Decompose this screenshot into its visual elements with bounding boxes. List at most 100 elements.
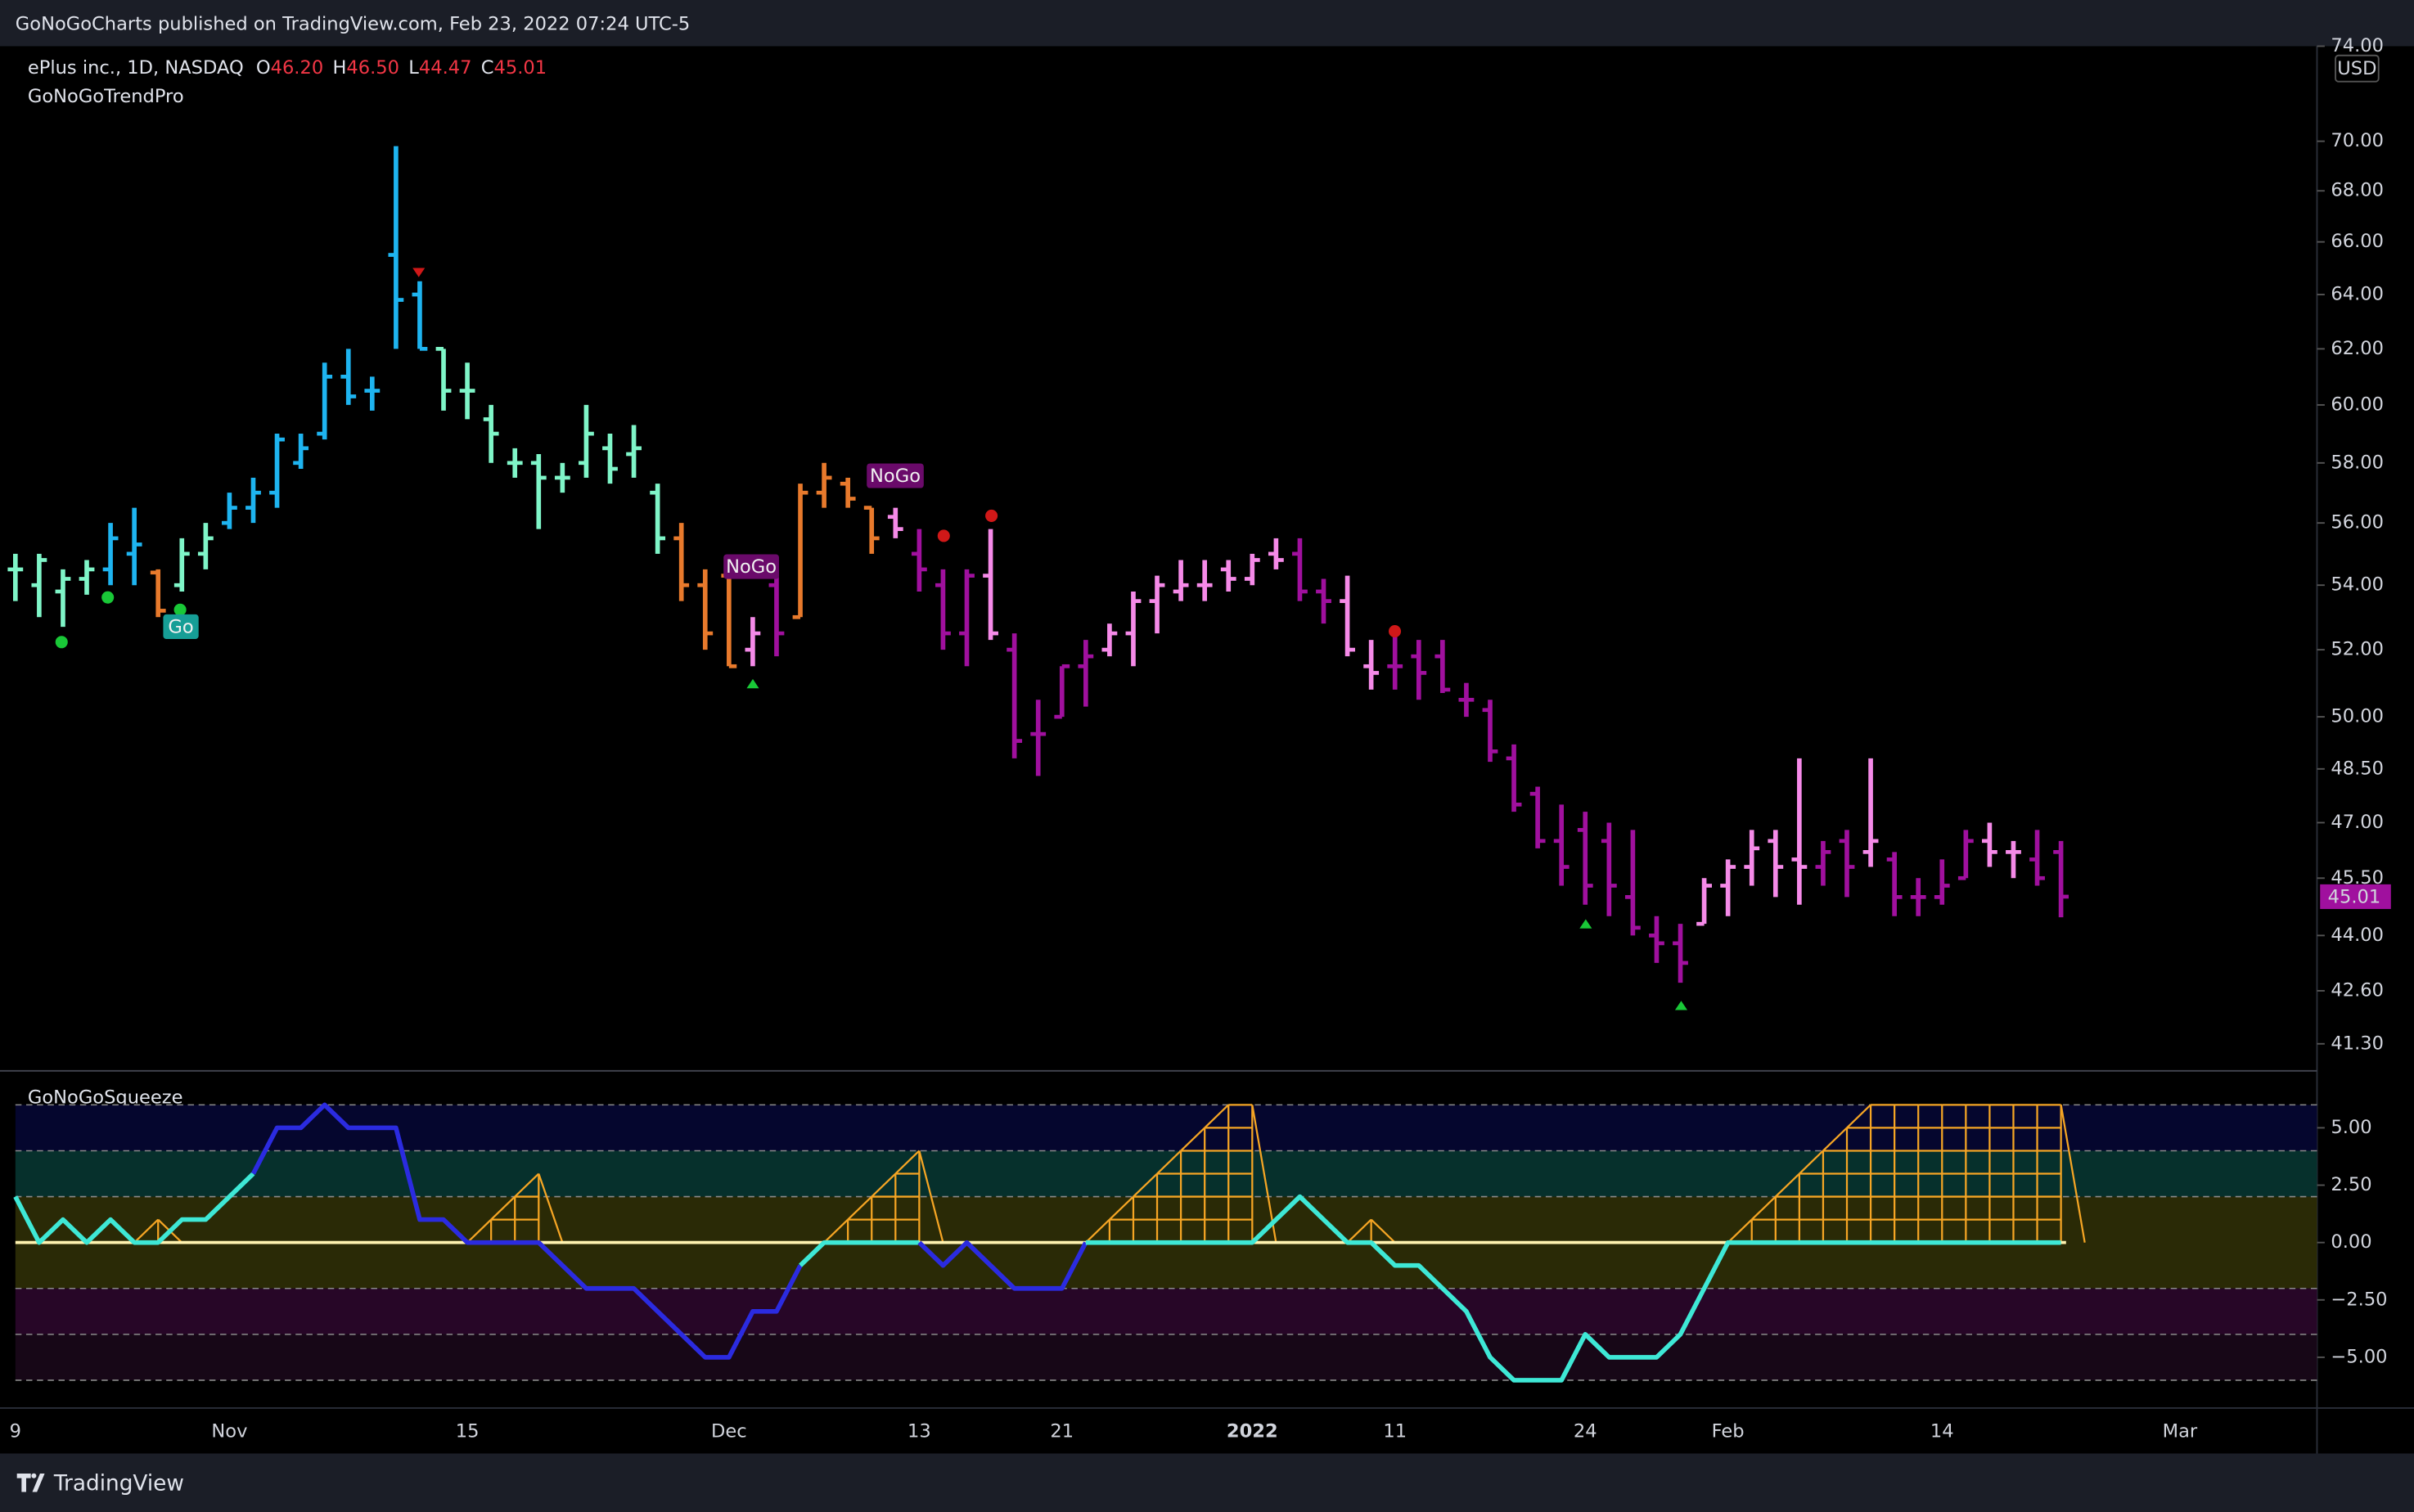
- annotation: NoGo: [726, 556, 777, 578]
- x-tick-label: 2022: [1227, 1421, 1278, 1442]
- squeeze-line: [799, 1240, 920, 1267]
- x-tick-label: 21: [1050, 1421, 1074, 1442]
- x-tick-label: 9: [10, 1421, 21, 1442]
- footer: [0, 1453, 2414, 1512]
- go-dot: [101, 591, 115, 604]
- squeeze-rise: [1750, 1195, 1777, 1221]
- go-dot: [173, 603, 187, 616]
- symbol-line: ePlus inc., 1D, NASDAQ O46.20 H46.50 L44.47…: [28, 56, 547, 78]
- squeeze-rise: [871, 1172, 897, 1198]
- squeeze-rise: [1109, 1195, 1134, 1221]
- logo-dot: [31, 1473, 37, 1478]
- ohlc-key: L: [408, 56, 419, 78]
- squeeze-rise: [133, 1218, 160, 1244]
- go-arrow: [746, 678, 759, 689]
- squeeze-rise: [1346, 1218, 1372, 1244]
- price-tag: [2320, 884, 2391, 909]
- logo-mark: [16, 1473, 45, 1492]
- zone-band: [15, 1334, 2317, 1380]
- y-tick-label: −2.50: [2331, 1289, 2387, 1310]
- squeeze-rise: [1846, 1104, 1871, 1129]
- squeeze-rise: [514, 1172, 540, 1198]
- y-tick-label: 68.00: [2331, 180, 2384, 201]
- top-bar: [0, 0, 2414, 47]
- y-tick-label: 62.00: [2331, 338, 2384, 359]
- oscillator-pane: 5.00 2.50 0.00 −2.50 −5.00: [13, 1102, 2388, 1383]
- y-tick-label: 5.00: [2331, 1117, 2371, 1138]
- y-tick-label: 58.00: [2331, 452, 2384, 473]
- ohlc-key: O: [256, 56, 271, 78]
- currency: USD: [2337, 58, 2376, 79]
- x-tick-label: Mar: [2163, 1421, 2198, 1442]
- annotation-box: [163, 614, 199, 639]
- squeeze-rise: [1822, 1127, 1848, 1152]
- squeeze-rise: [1085, 1218, 1110, 1244]
- ohlc-value: 46.20: [271, 56, 324, 78]
- indicator-name: GoNoGoTrendPro: [28, 86, 184, 107]
- x-tick-label: 13: [908, 1421, 931, 1442]
- ohlc-key: C: [481, 56, 494, 78]
- squeeze-rise: [490, 1195, 516, 1221]
- nogo-dot: [1389, 625, 1402, 638]
- zone-band: [15, 1288, 2317, 1334]
- y-tick-label: 52.00: [2331, 639, 2384, 660]
- x-tick-label: 15: [456, 1421, 480, 1442]
- x-tick-label: 11: [1383, 1421, 1407, 1442]
- squeeze-fall: [918, 1150, 944, 1243]
- squeeze-rise: [1775, 1172, 1800, 1198]
- x-tick-label: Nov: [211, 1421, 247, 1442]
- squeeze-line: [250, 1102, 803, 1360]
- annotations: Go NoGo NoGo: [163, 463, 924, 639]
- y-tick-label: 66.00: [2331, 231, 2384, 252]
- squeeze-rise: [1133, 1172, 1158, 1198]
- ohlc-value: 45.01: [494, 56, 547, 78]
- squeeze-rise: [847, 1195, 873, 1221]
- signals: [55, 268, 1687, 1010]
- ohlc-value: 46.50: [346, 56, 399, 78]
- brand: TradingView: [53, 1472, 184, 1496]
- currency-box: [2335, 54, 2380, 83]
- ohlc-header: O46.20 H46.50 L44.47 C45.01: [256, 56, 547, 78]
- squeeze-line: [13, 1172, 255, 1245]
- squeeze-rise: [1799, 1150, 1824, 1175]
- go-arrow: [1674, 1001, 1687, 1010]
- y-tick-label: 50.00: [2331, 706, 2384, 727]
- squeeze-fall: [1251, 1105, 1277, 1243]
- y-tick-label: 47.00: [2331, 812, 2384, 833]
- annotation-box: [723, 554, 779, 579]
- published-note: GoNoGoCharts published on TradingView.co…: [16, 14, 690, 35]
- go-arrow: [1579, 919, 1592, 929]
- annotation: Go: [168, 616, 193, 637]
- y-tick-label: 42.60: [2331, 979, 2384, 1001]
- go-dot: [55, 636, 68, 649]
- squeeze-rise: [1727, 1218, 1753, 1244]
- squeeze-fall: [538, 1173, 564, 1244]
- y-tick-label: 2.50: [2331, 1174, 2371, 1195]
- x-tick-label: 14: [1930, 1421, 1954, 1442]
- x-tick-label: Dec: [711, 1421, 747, 1442]
- squeeze-fall: [2060, 1105, 2086, 1243]
- y-tick-label: 56.00: [2331, 512, 2384, 533]
- price-tag-label: 45.01: [2328, 886, 2381, 907]
- y-tick-label: 54.00: [2331, 574, 2384, 596]
- squeeze-rise: [1180, 1127, 1205, 1152]
- price-pane: 41.3042.6044.0045.5047.0048.5050.0052.00…: [7, 35, 2391, 1054]
- squeeze-rise: [823, 1218, 849, 1244]
- brand-logo: [16, 1473, 45, 1492]
- y-tick-label: 0.00: [2331, 1231, 2371, 1253]
- nogo-dot: [937, 529, 950, 542]
- nogo-arrow: [412, 268, 426, 277]
- y-tick-label: 74.00: [2331, 35, 2384, 56]
- ohlc-value: 44.47: [419, 56, 472, 78]
- symbol-title: ePlus inc., 1D, NASDAQ: [28, 56, 244, 78]
- squeeze-line: [917, 1240, 1088, 1291]
- y-tick-label: 41.30: [2331, 1033, 2384, 1054]
- x-tick-label: 24: [1574, 1421, 1597, 1442]
- squeeze-rise: [1156, 1150, 1182, 1175]
- ohlc-key: H: [332, 56, 346, 78]
- squeeze-fall: [1370, 1218, 1396, 1244]
- nogo-dot: [985, 509, 998, 522]
- squeeze-rise: [894, 1150, 921, 1175]
